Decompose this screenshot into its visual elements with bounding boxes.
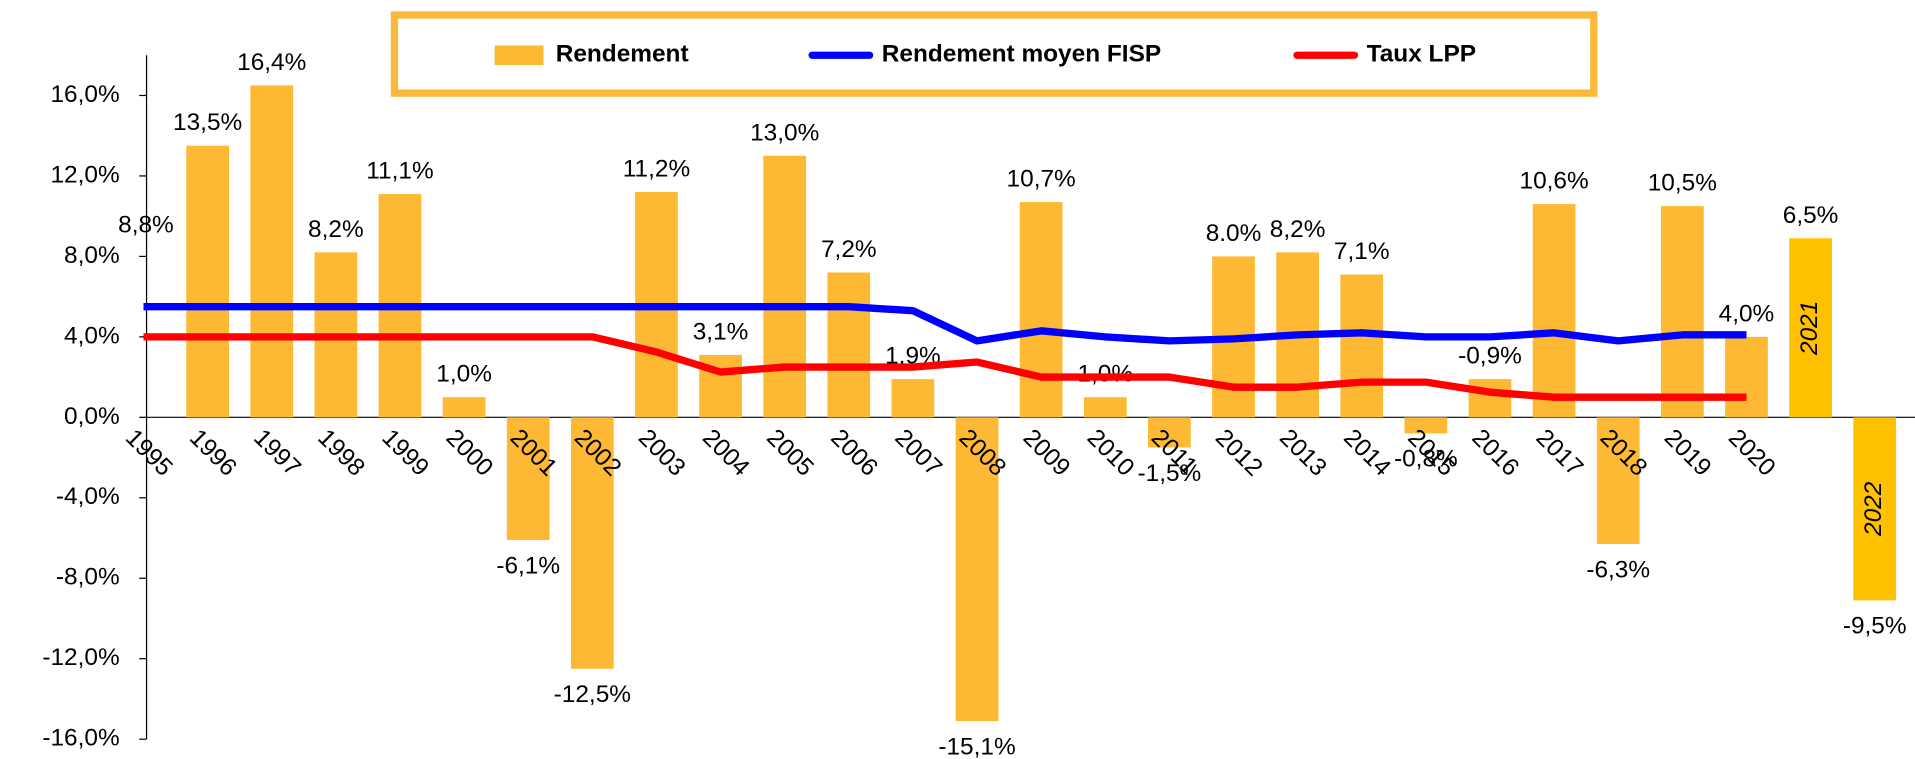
bar: [1083, 397, 1127, 418]
bar: [1789, 238, 1832, 418]
bar: [570, 417, 614, 669]
x-tick-label: 2004: [697, 424, 754, 481]
y-tick-label: -4,0%: [56, 483, 120, 510]
bar: [1596, 417, 1640, 545]
legend-box: [390, 11, 1598, 97]
x-tick-label: 2009: [1018, 424, 1075, 481]
x-tick-label: 2006: [825, 424, 882, 481]
annotation: 6,5%: [1783, 202, 1839, 229]
line: [143, 333, 1747, 401]
x-tick-label: 2003: [633, 424, 690, 481]
bar: [891, 379, 935, 418]
data-label: 7,2%: [821, 236, 877, 263]
bar: [1660, 206, 1704, 418]
data-label: -0,8%: [1394, 446, 1458, 473]
x-tick-label: 2022: [1860, 481, 1887, 537]
data-label: -12,5%: [554, 681, 631, 708]
data-label: 11,2%: [623, 155, 690, 182]
x-tick-label: 2017: [1531, 424, 1588, 481]
bar: [1340, 274, 1384, 418]
bar: [250, 85, 294, 418]
bar: [1404, 417, 1448, 434]
x-tick-label: 2012: [1210, 424, 1267, 481]
x-tick-label: 2010: [1082, 424, 1139, 481]
x-tick-label: 2019: [1659, 424, 1716, 481]
data-label: 13,0%: [750, 119, 819, 146]
y-tick-label: 0,0%: [64, 403, 120, 430]
x-tick-label: 2007: [889, 424, 946, 481]
data-label: 16,4%: [237, 49, 306, 76]
y-tick-label: -8,0%: [56, 564, 120, 591]
bar: [1468, 379, 1512, 418]
data-label: 11,1%: [366, 158, 433, 185]
data-label: 4,0%: [1719, 300, 1775, 327]
x-tick-label: 2000: [441, 424, 498, 481]
data-label: -6,3%: [1586, 556, 1650, 583]
y-tick-label: 4,0%: [64, 322, 120, 349]
bar: [442, 397, 486, 418]
data-label: 13,5%: [173, 109, 242, 136]
legend-swatch: [494, 45, 544, 66]
data-label: 10,7%: [1007, 166, 1076, 193]
x-tick-label: 2013: [1274, 424, 1331, 481]
y-tick-label: 12,0%: [50, 161, 119, 188]
x-tick-label: 2021: [1796, 301, 1823, 356]
data-label: 10,6%: [1520, 168, 1589, 195]
bar: [763, 155, 807, 418]
x-tick-label: 2016: [1467, 424, 1524, 481]
annotation: 8,8%: [118, 212, 174, 239]
legend-label: Rendement: [556, 41, 689, 68]
x-tick-label: 2020: [1723, 424, 1780, 481]
annotation: -0,9%: [1458, 343, 1522, 370]
data-label: 8,2%: [308, 216, 364, 243]
data-label: 1,0%: [436, 361, 492, 388]
legend-label: Taux LPP: [1367, 41, 1476, 68]
x-tick-label: 1997: [248, 424, 305, 481]
bar: [1853, 417, 1897, 601]
bar: [186, 145, 229, 418]
y-tick-label: -12,0%: [42, 644, 119, 671]
y-tick-label: 16,0%: [50, 81, 119, 108]
data-label: 3,1%: [693, 318, 749, 345]
x-tick-label: 1998: [312, 424, 369, 481]
y-tick-label: -16,0%: [42, 725, 119, 752]
annotation: -9,5%: [1843, 613, 1907, 640]
data-label: -6,1%: [496, 552, 560, 579]
bar: [1532, 204, 1576, 418]
bar: [955, 417, 999, 722]
bar: [1148, 417, 1191, 448]
line: [143, 303, 1747, 345]
x-tick-label: 2005: [761, 424, 818, 481]
x-tick-label: 1996: [184, 424, 241, 481]
legend-label: Rendement moyen FISP: [882, 41, 1161, 68]
x-tick-label: 2014: [1338, 424, 1395, 481]
data-label: -1,5%: [1138, 460, 1202, 487]
y-tick-label: 8,0%: [64, 242, 120, 269]
bar: [506, 417, 550, 541]
bar: [1019, 202, 1063, 418]
data-label: 7,1%: [1334, 238, 1390, 265]
x-tick-label: 1995: [120, 424, 177, 481]
data-label: -15,1%: [938, 733, 1015, 759]
data-label: 8,2%: [1270, 216, 1326, 243]
x-tick-label: 1999: [377, 424, 434, 481]
bar: [827, 272, 871, 418]
bar: [1725, 336, 1768, 418]
data-label: 8.0%: [1206, 220, 1262, 247]
data-label: 10,5%: [1648, 170, 1717, 197]
